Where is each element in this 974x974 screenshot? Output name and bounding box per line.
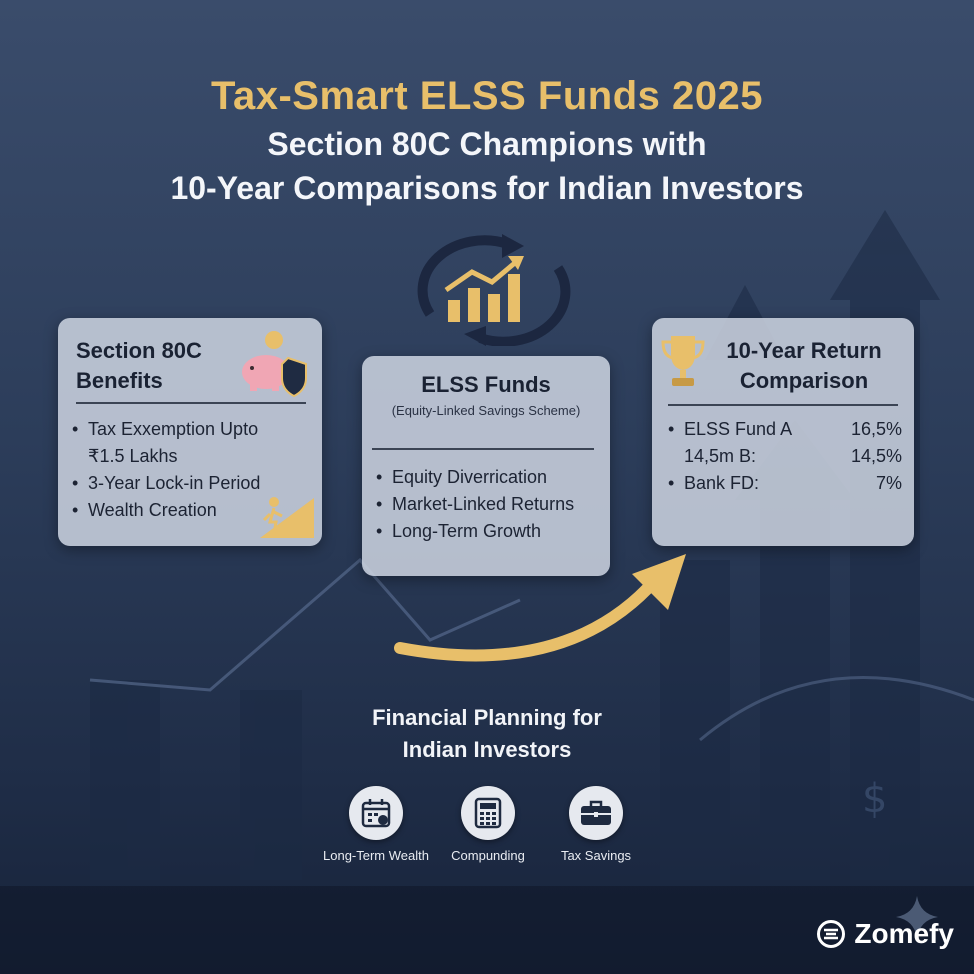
planning-title-line-2: Indian Investors <box>402 737 572 762</box>
list-item: Long-Term Growth <box>376 518 606 545</box>
feature-label: Compunding <box>451 848 525 863</box>
elss-funds-card: ELSS Funds (Equity-Linked Savings Scheme… <box>362 356 610 576</box>
row-value: 14,5% <box>850 446 902 466</box>
row-label: Bank FD: <box>684 473 760 493</box>
svg-text:$: $ <box>862 776 887 822</box>
benefits-divider <box>76 402 306 404</box>
row-value: 16,5% <box>850 419 902 439</box>
zomefy-logo-icon <box>817 920 846 948</box>
feature-compounding: Compunding <box>418 786 558 863</box>
brand-logo: Zomefy <box>816 918 954 950</box>
trophy-icon <box>661 336 705 386</box>
list-item: ELSS Fund A 16,5% <box>668 416 902 443</box>
climbing-stairs-icon <box>260 497 314 538</box>
planning-title: Financial Planning for Indian Investors <box>0 702 974 766</box>
main-title: Tax-Smart ELSS Funds 2025 <box>211 74 763 118</box>
row-label: 14,5m B: <box>684 446 757 466</box>
list-item: Wealth Creation <box>72 497 312 524</box>
feature-label: Tax Savings <box>560 848 632 863</box>
feature-long-term-wealth: Long-Term Wealth <box>306 786 446 863</box>
brand-name: Zomefy <box>854 918 954 949</box>
subtitle-line-1: Section 80C Champions with <box>267 126 707 162</box>
benefits-list: Tax Exxemption Upto ₹1.5 Lakhs 3-Year Lo… <box>72 416 312 524</box>
growth-cycle-icon <box>417 234 571 346</box>
elss-divider <box>372 448 594 450</box>
list-item: ₹1.5 Lakhs <box>88 446 178 466</box>
list-item: Equity Diverrication <box>376 464 606 491</box>
briefcase-icon <box>569 786 623 840</box>
comparison-card-title: 10-Year Return Comparison <box>726 338 882 393</box>
row-value: 7% <box>875 473 902 493</box>
benefits-card-title: Section 80C Benefits <box>76 338 202 393</box>
list-item: Market-Linked Returns <box>376 491 606 518</box>
list-item: 14,5m B: 14,5% <box>668 443 902 470</box>
return-comparison-card: 10-Year Return Comparison ELSS Fund A 16,… <box>652 318 914 546</box>
piggy-bank-shield-icon <box>242 331 307 398</box>
list-item: Tax Exxemption Upto <box>72 416 312 443</box>
comparison-list: ELSS Fund A 16,5% 14,5m B: 14,5% Bank FD: 7… <box>668 416 902 497</box>
feature-label: Long-Term Wealth <box>323 848 429 863</box>
list-item: 3-Year Lock-in Period <box>72 470 312 497</box>
row-label: ELSS Fund A <box>684 419 793 439</box>
calculator-icon <box>461 786 515 840</box>
elss-card-title: ELSS Funds <box>421 372 551 397</box>
comparison-divider <box>668 404 898 406</box>
feature-tax-savings: Tax Savings <box>526 786 666 863</box>
calendar-icon <box>349 786 403 840</box>
elss-list: Equity Diverrication Market-Linked Retur… <box>376 464 606 545</box>
planning-title-line-1: Financial Planning for <box>372 705 602 730</box>
section-80c-benefits-card: Section 80C Benefits Tax Exxemption Upto… <box>58 318 322 546</box>
curved-arrow-icon <box>394 554 686 662</box>
subtitle-line-2: 10-Year Comparisons for Indian Investors <box>170 170 804 206</box>
sparkle-icon <box>896 896 938 938</box>
elss-card-subtitle: (Equity-Linked Savings Scheme) <box>391 403 581 418</box>
footer-band <box>0 886 974 974</box>
list-item: Bank FD: 7% <box>668 470 902 497</box>
